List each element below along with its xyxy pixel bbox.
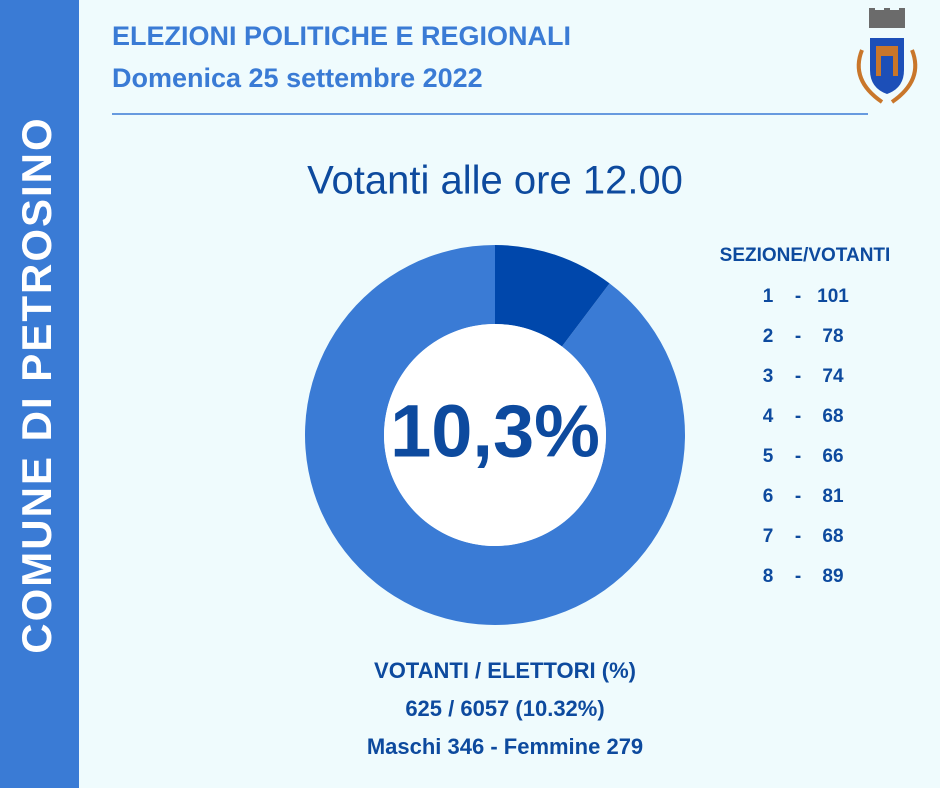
separator: - xyxy=(795,486,801,507)
section-number: 4 xyxy=(763,406,774,427)
footer-line: 625 / 6057 (10.32%) xyxy=(405,696,604,721)
voters: 68 xyxy=(822,526,843,547)
section-number: 2 xyxy=(763,326,774,347)
separator: - xyxy=(795,366,801,387)
voters: 66 xyxy=(822,446,843,467)
voters: 68 xyxy=(822,406,843,427)
subtitle: Domenica 25 settembre 2022 xyxy=(112,63,483,93)
heading: Votanti alle ore 12.00 xyxy=(307,159,683,203)
table-header: SEZIONE/VOTANTI xyxy=(720,245,891,266)
separator: - xyxy=(795,446,801,467)
section-number: 7 xyxy=(763,526,774,547)
separator: - xyxy=(795,286,801,307)
sidebar-label: COMUNE DI PETROSINO xyxy=(13,116,60,653)
center-label: 10,3% xyxy=(390,390,600,473)
section-number: 1 xyxy=(763,286,774,307)
section-number: 5 xyxy=(763,446,774,467)
donut-value xyxy=(495,245,610,347)
coat-of-arms xyxy=(856,8,918,104)
separator: - xyxy=(795,406,801,427)
separator: - xyxy=(795,566,801,587)
section-number: 3 xyxy=(763,366,774,387)
footer-line: VOTANTI / ELETTORI (%) xyxy=(374,658,636,683)
donut-hole xyxy=(384,324,606,546)
title: ELEZIONI POLITICHE E REGIONALI xyxy=(112,21,571,51)
section-number: 8 xyxy=(763,566,774,587)
voters: 74 xyxy=(822,366,844,387)
separator: - xyxy=(795,526,801,547)
footer-line: Maschi 346 - Femmine 279 xyxy=(367,734,643,759)
sidebar xyxy=(0,0,79,788)
separator: - xyxy=(795,326,801,347)
voters: 81 xyxy=(822,486,844,507)
voters: 78 xyxy=(822,326,843,347)
donut-rest xyxy=(305,245,686,626)
section-number: 6 xyxy=(763,486,774,507)
voters: 101 xyxy=(817,286,849,307)
voters: 89 xyxy=(822,566,843,587)
